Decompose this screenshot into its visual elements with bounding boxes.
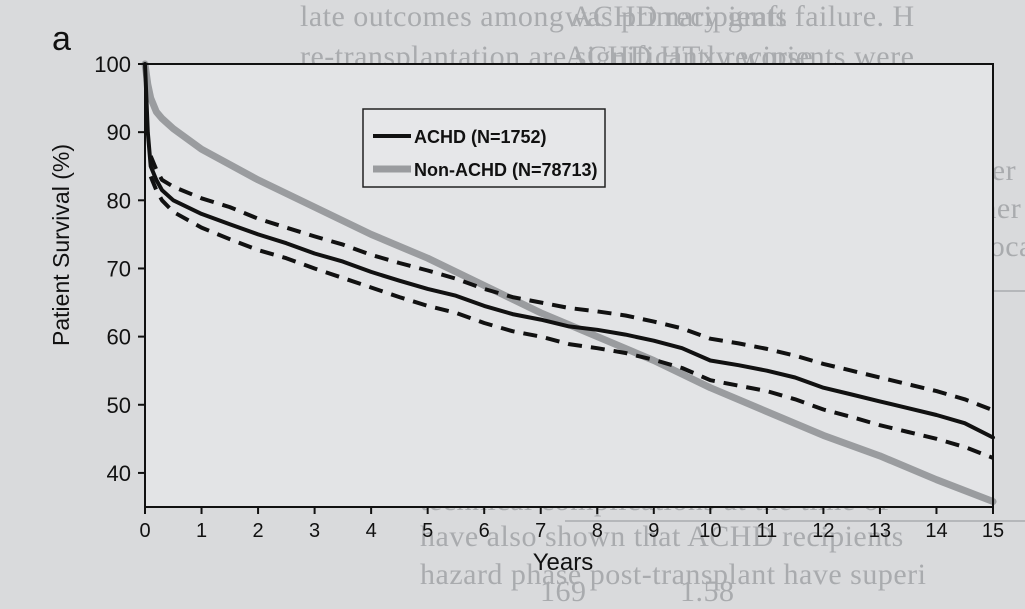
series-line-non-achd — [141, 60, 997, 505]
panel-label: a — [52, 20, 71, 58]
x-tick-label: 10 — [699, 520, 721, 542]
legend-box — [362, 108, 606, 188]
legend-label: ACHD (N=1752) — [414, 127, 547, 147]
x-tick-label: 0 — [139, 520, 150, 542]
x-tick-label: 13 — [869, 520, 891, 542]
y-tick-label: 70 — [107, 256, 131, 281]
y-tick-label: 60 — [107, 325, 131, 350]
x-tick-label: 14 — [925, 520, 947, 542]
x-tick-label: 11 — [756, 520, 777, 542]
y-tick-label: 40 — [107, 461, 131, 486]
series-line-achd-ci — [148, 175, 994, 460]
background-text-line: late outcomes among ACHD recipients — [300, 0, 788, 33]
legend-label: Non-ACHD (N=78713) — [414, 160, 598, 180]
background-text-line: was primary graft failure. H — [565, 0, 915, 33]
x-tick-label: 4 — [366, 520, 377, 542]
series-line-achd — [143, 62, 995, 440]
background-text-line: have also shown that ACHD recipients — [420, 520, 904, 553]
background-rule — [565, 520, 1025, 522]
x-tick-label: 2 — [253, 520, 264, 542]
x-tick-label: 15 — [982, 520, 1004, 542]
y-tick-label: 90 — [107, 120, 131, 145]
y-axis-label: Patient Survival (%) — [48, 144, 74, 346]
x-tick-label: 8 — [592, 520, 603, 542]
x-tick-label: 1 — [196, 520, 207, 542]
x-axis-label: Years — [533, 549, 594, 576]
plot-frame — [144, 63, 994, 508]
y-tick-label: 80 — [107, 188, 131, 213]
y-tick-label: 100 — [94, 52, 131, 77]
x-tick-label: 5 — [422, 520, 433, 542]
x-tick-label: 6 — [479, 520, 490, 542]
x-tick-label: 9 — [648, 520, 659, 542]
background-text-line: hazard phase post-transplant have superi — [420, 558, 927, 591]
series-line-achd-ci — [148, 155, 994, 413]
x-tick-label: 12 — [812, 520, 834, 542]
legend: ACHD (N=1752) Non-ACHD (N=78713) — [362, 108, 606, 188]
x-tick-label: 7 — [535, 520, 546, 542]
x-tick-label: 3 — [309, 520, 320, 542]
y-tick-label: 50 — [107, 393, 131, 418]
